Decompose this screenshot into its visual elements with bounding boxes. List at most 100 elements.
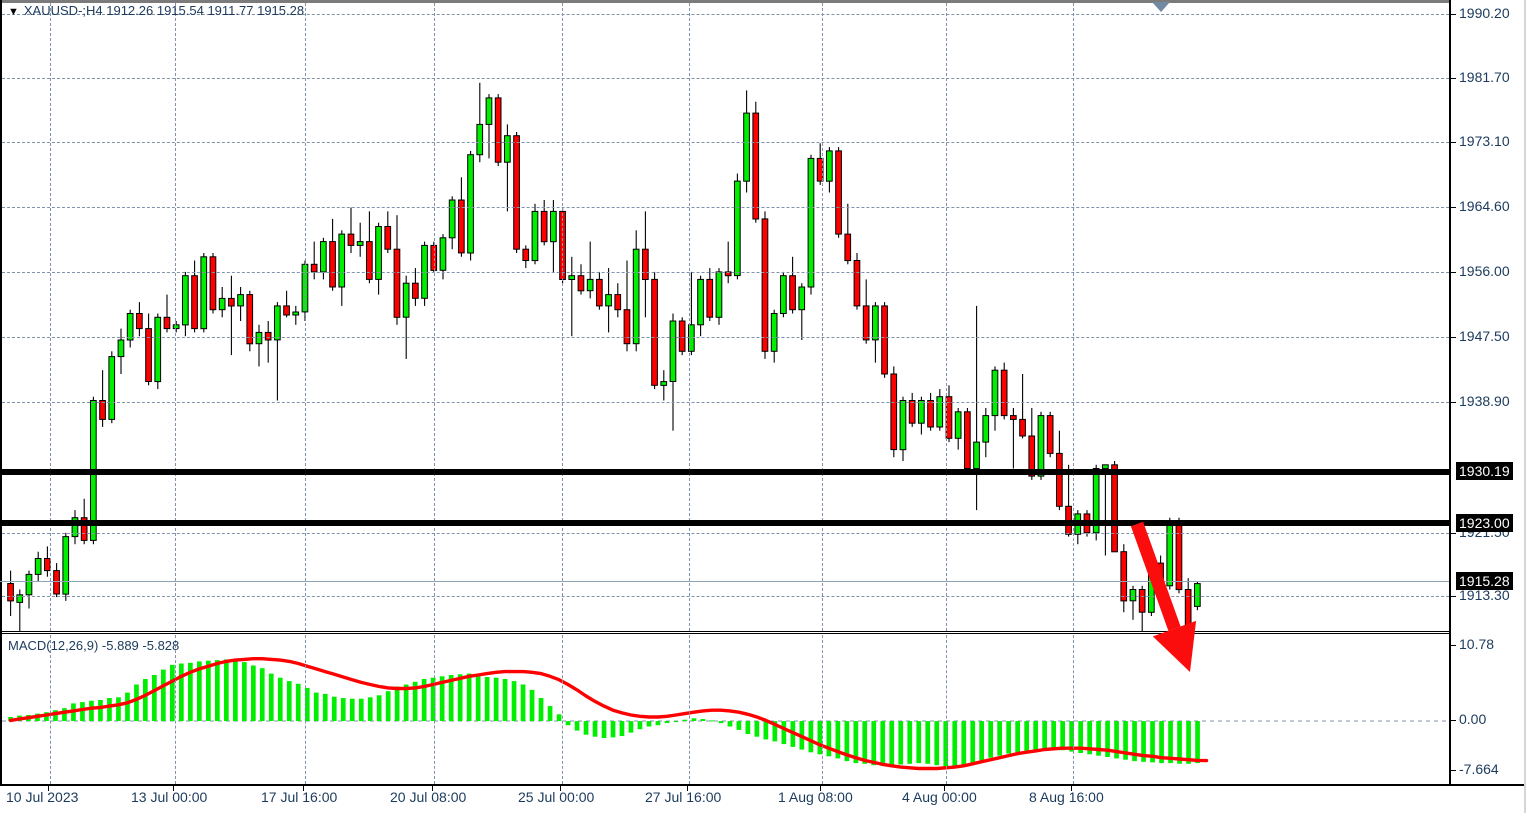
candle-bullish	[237, 294, 244, 307]
macd-histogram-bar	[709, 720, 715, 722]
candle-bearish	[816, 157, 824, 182]
candle-bearish	[329, 241, 336, 288]
collapse-triangle-icon[interactable]: ▼	[8, 6, 19, 18]
macd-indicator-panel[interactable]	[2, 635, 1449, 784]
candle-bearish	[53, 570, 60, 595]
candle-bearish	[1175, 521, 1183, 591]
macd-histogram-bar	[808, 721, 814, 753]
macd-histogram-bar	[412, 681, 418, 722]
candle-bearish	[393, 248, 401, 318]
candle-bearish	[540, 210, 548, 243]
candle-bearish	[310, 263, 318, 273]
candle-bearish	[964, 411, 971, 469]
time-axis-label: 17 Jul 16:00	[261, 789, 338, 805]
level-line-resistance[interactable]	[0, 469, 1449, 475]
price-gridline	[2, 78, 1449, 79]
time-axis-tick	[560, 786, 561, 791]
time-axis-top-border	[0, 784, 1526, 786]
macd-histogram-bar	[970, 721, 976, 763]
price-axis-highlight-label: 1930.19	[1456, 462, 1513, 480]
candle-bearish	[614, 294, 622, 311]
candle-bearish	[522, 248, 530, 261]
time-gridline	[1073, 635, 1074, 784]
candle-bullish	[568, 275, 576, 281]
macd-histogram-bar	[170, 664, 175, 722]
macd-histogram-bar	[107, 698, 112, 721]
candle-bullish	[71, 517, 79, 538]
macd-header: MACD(12,26,9) -5.889 -5.828	[8, 638, 180, 653]
candle-bullish	[375, 226, 382, 280]
candle-bearish	[513, 135, 520, 250]
candlestick-series	[7, 82, 1201, 631]
candle-bullish	[669, 320, 677, 382]
macd-histogram-bar	[718, 721, 724, 724]
candle-bullish	[320, 241, 327, 273]
candle-bearish	[596, 278, 603, 307]
time-gridline	[562, 635, 563, 784]
macd-histogram-bar	[1150, 721, 1155, 763]
price-chart-panel[interactable]	[2, 3, 1449, 631]
chart-header-text: XAUUSD-;H4 1912.26 1915.54 1911.77 1915.…	[23, 3, 305, 18]
candle-bullish	[1102, 464, 1109, 470]
candle-bullish	[402, 282, 410, 318]
macd-histogram-bar	[997, 721, 1002, 756]
candle-bullish	[108, 356, 116, 420]
candle-bullish	[117, 339, 125, 358]
macd-histogram-bar	[1096, 721, 1101, 756]
macd-histogram-bar	[251, 665, 256, 722]
time-axis-tick	[1071, 786, 1072, 791]
price-gridline	[2, 14, 1449, 15]
time-axis-label: 25 Jul 00:00	[518, 789, 595, 805]
candle-bearish	[264, 331, 272, 341]
candle-bearish	[80, 517, 88, 541]
time-gridline	[175, 3, 176, 631]
candle-bullish	[899, 400, 907, 451]
macd-signal-line	[8, 657, 1209, 771]
price-axis-label: 1964.60	[1459, 198, 1510, 214]
candle-bullish	[439, 237, 447, 271]
candle-bearish	[145, 328, 152, 383]
macd-histogram-bar	[331, 696, 337, 722]
macd-histogram-bar	[862, 721, 868, 764]
macd-histogram-bar	[880, 721, 886, 766]
macd-histogram-bar	[493, 677, 499, 722]
macd-histogram-bar	[511, 681, 517, 722]
macd-histogram-bar	[80, 702, 85, 722]
time-gridline	[1073, 3, 1074, 631]
candle-bullish	[485, 97, 493, 125]
window-right-border	[1524, 0, 1526, 813]
macd-histogram-bar	[1087, 721, 1092, 755]
time-axis[interactable]: 10 Jul 2023 13 Jul 00:00 17 Jul 16:00 20 Ju…	[0, 786, 1449, 813]
macd-histogram-bar	[763, 721, 769, 740]
level-line-support[interactable]	[0, 520, 1449, 526]
macd-histogram-bar	[161, 669, 166, 722]
candle-bullish	[301, 263, 309, 313]
price-axis-tick	[1451, 14, 1456, 15]
price-axis-tick	[1451, 596, 1456, 597]
macd-histogram-bar	[691, 718, 697, 721]
candle-bearish	[209, 256, 217, 311]
candle-bullish	[586, 278, 594, 292]
price-axis-label: 1973.10	[1459, 133, 1510, 149]
price-gridline	[2, 207, 1449, 208]
candle-bearish	[678, 320, 686, 352]
macd-histogram-bar	[916, 721, 922, 764]
time-gridline	[689, 3, 690, 631]
candle-bearish	[1138, 589, 1146, 613]
time-axis-label: 13 Jul 00:00	[131, 789, 208, 805]
candle-bullish	[550, 210, 557, 243]
candle-bullish	[936, 396, 944, 428]
candle-bullish	[504, 135, 511, 163]
macd-histogram-bar	[826, 721, 832, 757]
macd-histogram-bar	[817, 721, 823, 755]
macd-histogram-bar	[1141, 721, 1146, 762]
price-axis-tick	[1451, 402, 1456, 403]
macd-histogram-bar	[1186, 721, 1191, 764]
window-top-border	[0, 0, 1526, 3]
macd-histogram-bar	[952, 721, 958, 766]
macd-histogram-bar	[1132, 721, 1137, 762]
time-axis-tick	[48, 786, 49, 791]
macd-histogram-bar	[358, 698, 364, 722]
price-axis[interactable]: 1990.20 1981.70 1973.10 1964.60 1956.00 1947.…	[1451, 0, 1526, 786]
